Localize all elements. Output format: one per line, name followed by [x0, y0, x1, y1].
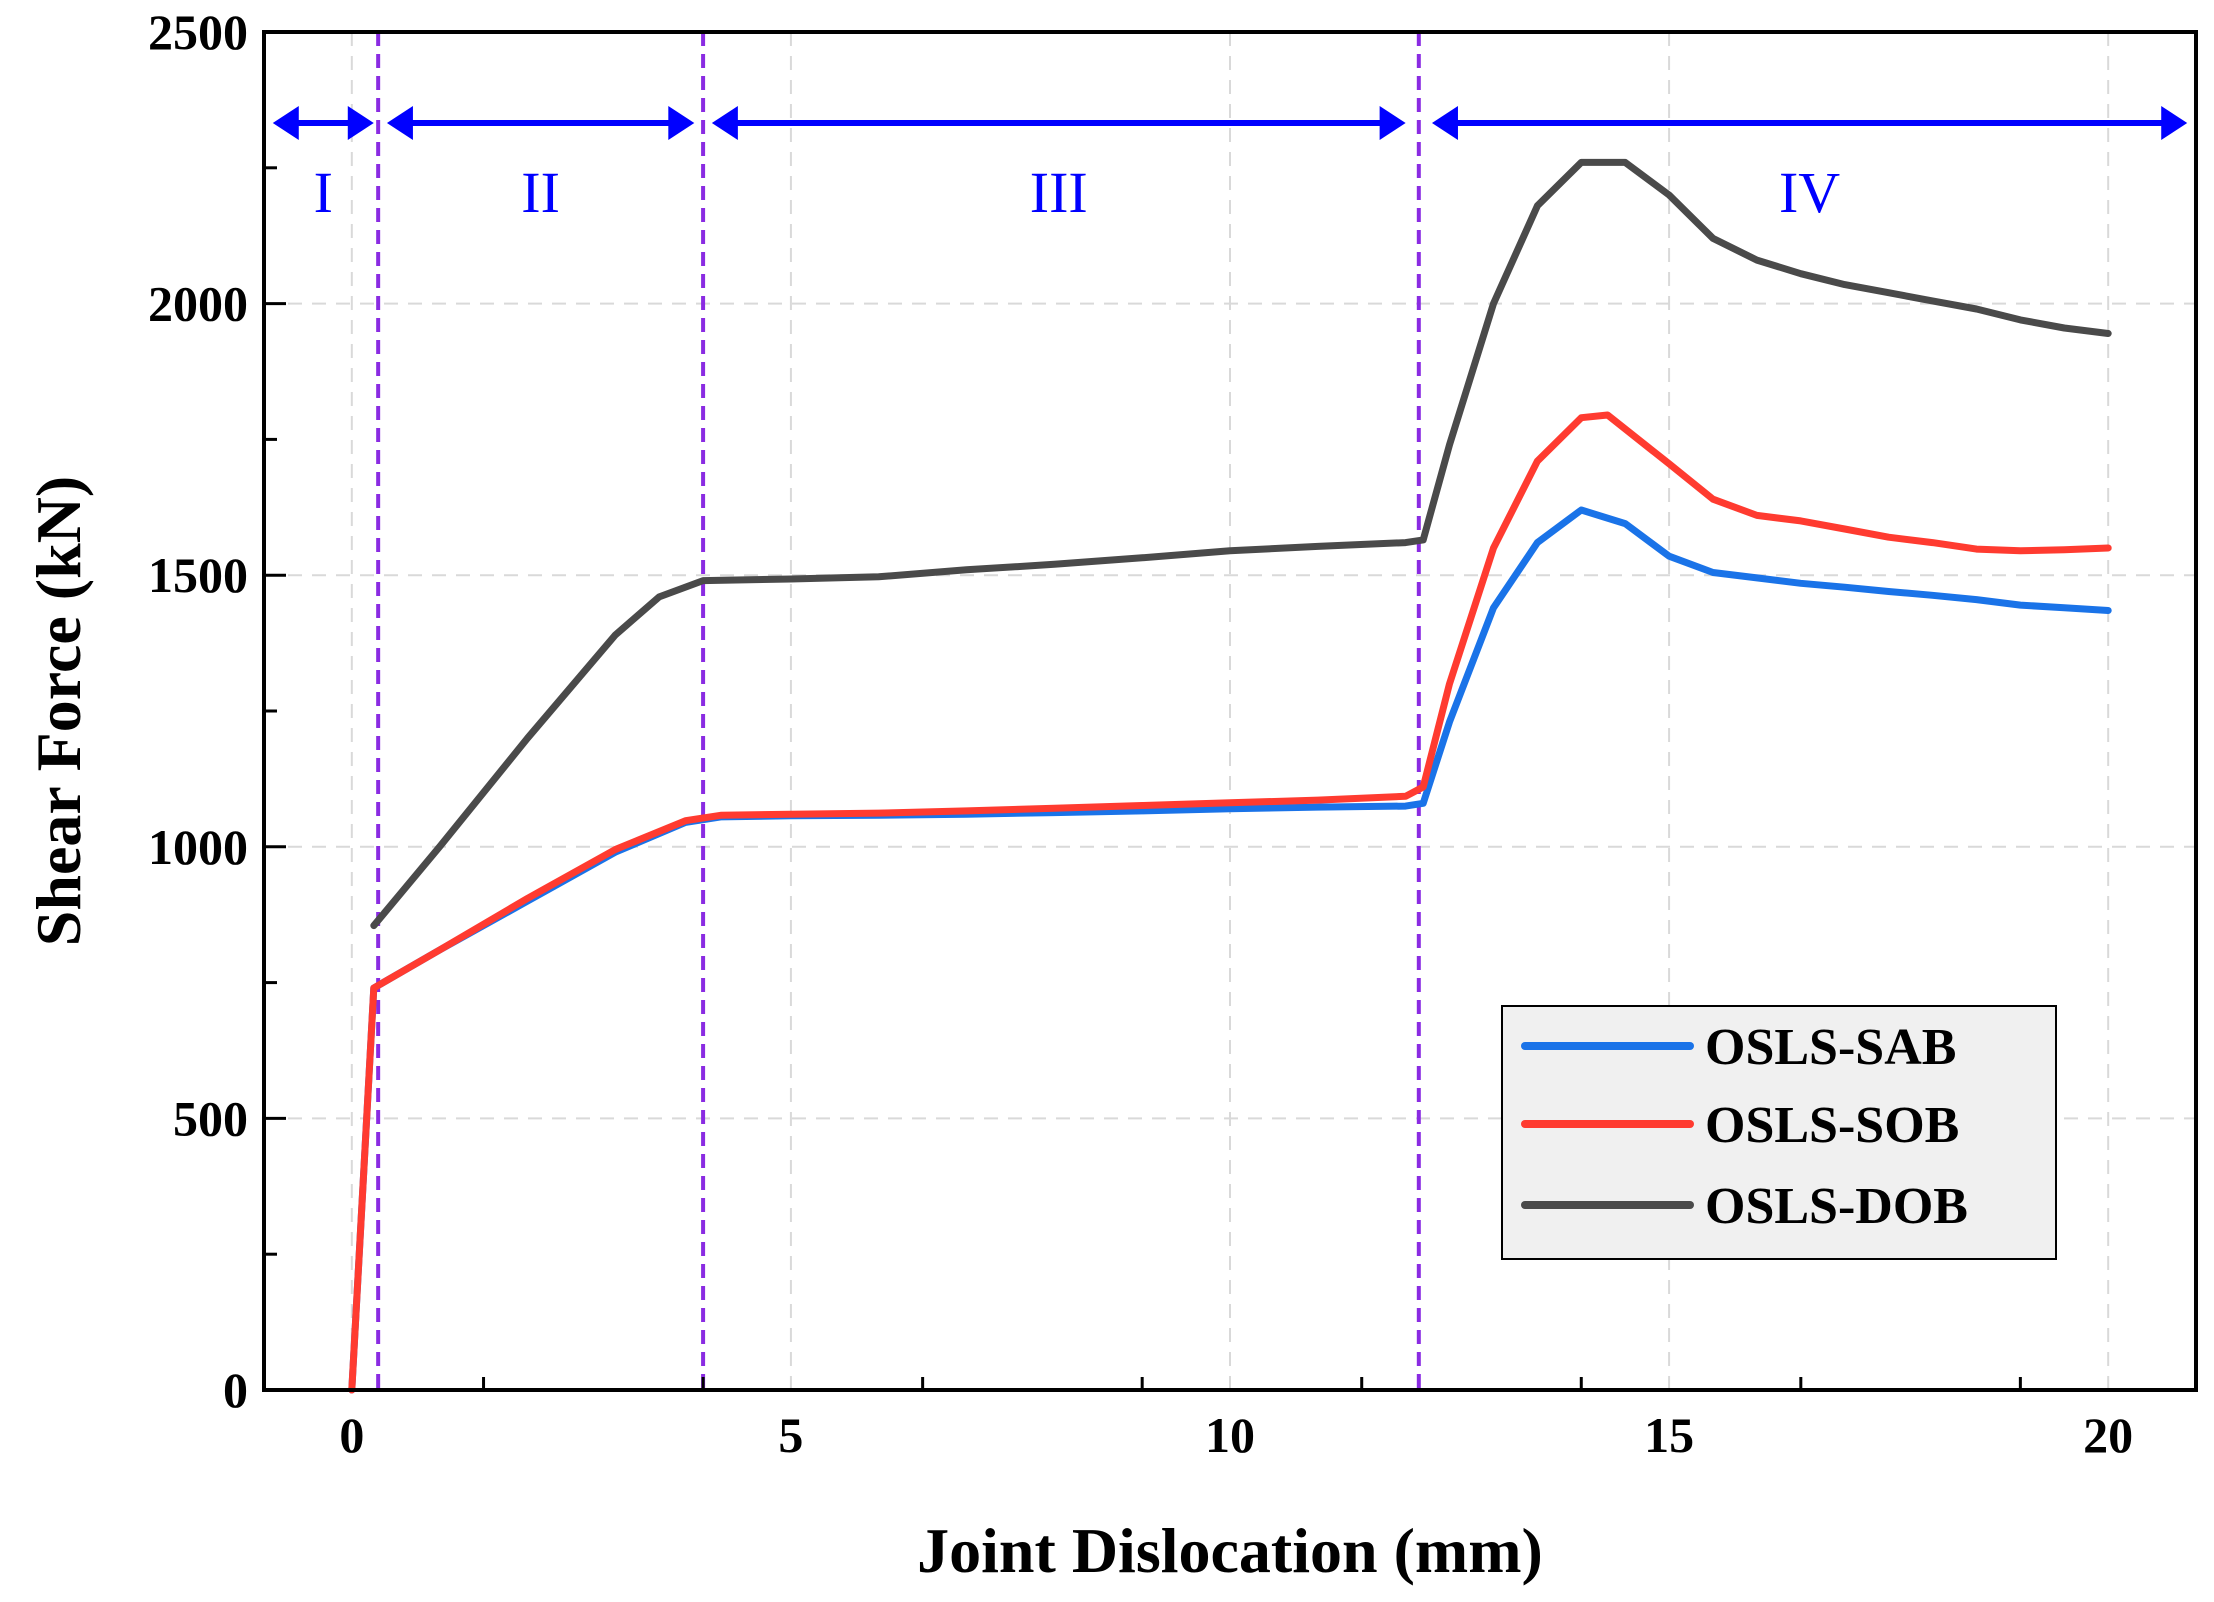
- region-arrow-head-left: [386, 106, 413, 140]
- region-arrow-head-right: [347, 106, 374, 140]
- y-tick-label: 500: [173, 1090, 248, 1146]
- x-tick-label: 15: [1644, 1407, 1694, 1463]
- x-tick-label: 10: [1205, 1407, 1255, 1463]
- region-arrows: I II III IV: [272, 106, 2188, 225]
- x-tick-label: 0: [339, 1407, 364, 1463]
- y-tick-label: 0: [223, 1362, 248, 1418]
- series-line-osls-dob: [370, 158, 2112, 930]
- x-tick-label: 5: [778, 1407, 803, 1463]
- region-arrow-head-left: [272, 106, 299, 140]
- y-axis-title: Shear Force (kN): [23, 476, 94, 946]
- grid: [264, 32, 2196, 1390]
- region-label-ii: II: [521, 160, 560, 225]
- legend-label-osls-sab: OSLS-SAB: [1705, 1019, 1956, 1076]
- legend-label-osls-dob: OSLS-DOB: [1705, 1178, 1968, 1235]
- region-arrow-head-right: [2161, 106, 2188, 140]
- region-arrow-head-left: [1431, 106, 1458, 140]
- series-line-osls-sob: [348, 411, 2112, 1394]
- series-lines: [348, 158, 2112, 1394]
- region-arrow-head-right: [668, 106, 695, 140]
- y-tick-label: 2000: [148, 276, 248, 332]
- x-axis-title: Joint Dislocation (mm): [917, 1515, 1543, 1586]
- legend: OSLS-SAB OSLS-SOB OSLS-DOB: [1501, 1005, 2057, 1260]
- axis-ticks: 0 5 10 15 20 0 500 1000 1500 2000 2500: [148, 4, 2133, 1463]
- region-label-iii: III: [1030, 160, 1088, 225]
- y-tick-label: 1000: [148, 819, 248, 875]
- region-label-iv: IV: [1779, 160, 1840, 225]
- y-tick-label: 2500: [148, 4, 248, 60]
- y-tick-label: 1500: [148, 547, 248, 603]
- region-boundaries: [376, 32, 1421, 1390]
- region-label-i: I: [314, 160, 333, 225]
- legend-label-osls-sob: OSLS-SOB: [1705, 1097, 1959, 1154]
- region-arrow-head-left: [711, 106, 738, 140]
- region-arrow-head-right: [1379, 106, 1406, 140]
- x-tick-label: 20: [2083, 1407, 2133, 1463]
